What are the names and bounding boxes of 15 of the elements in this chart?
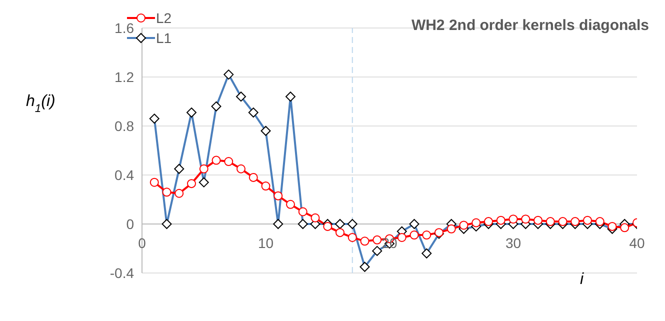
y-tick-label: -0.4 (110, 264, 134, 281)
x-tick-label: 40 (629, 235, 645, 251)
y-tick-label: 0.4 (114, 166, 134, 183)
x-tick-label: 0 (138, 235, 146, 251)
y-axis-title: h$_{1}$(i) (26, 93, 56, 115)
y-tick-label: 0 (126, 216, 134, 232)
x-tick-label: 30 (505, 235, 522, 251)
x-axis-title: i (580, 271, 584, 288)
x-tick-label: 10 (258, 235, 274, 251)
legend-label: L2 (156, 10, 172, 26)
y-tick-label: 1.2 (114, 68, 134, 85)
y-tick-label: 1.6 (114, 20, 134, 36)
y-tick-label: 0.8 (114, 118, 134, 134)
chart-title: WH2 2nd order kernels diagonals (411, 17, 649, 34)
legend-label: L1 (156, 30, 172, 46)
